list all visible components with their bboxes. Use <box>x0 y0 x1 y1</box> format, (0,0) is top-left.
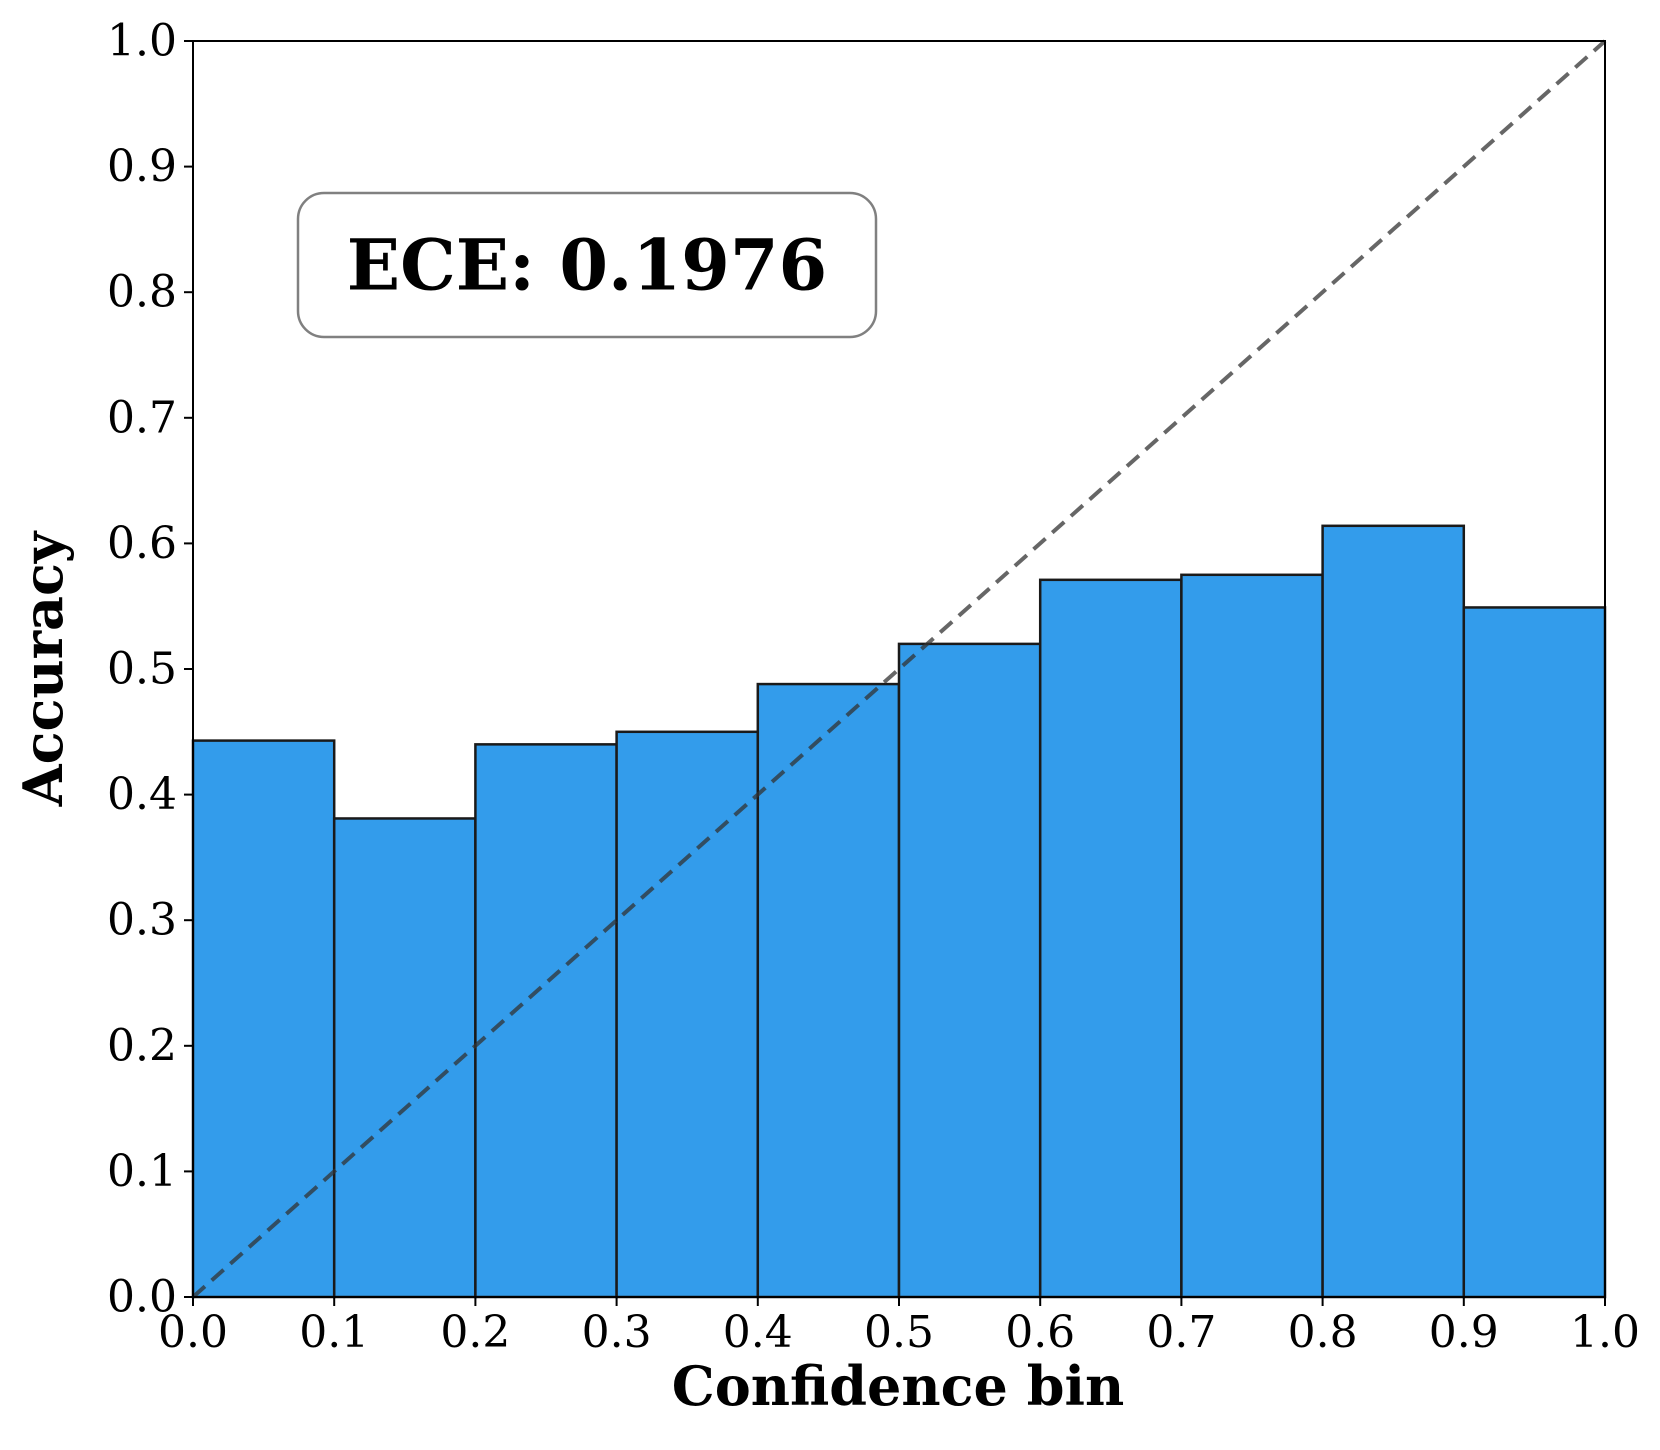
ece-box-frame <box>296 191 878 339</box>
x-tick-label: 0.5 <box>864 1307 934 1358</box>
x-axis-label: Confidence bin <box>672 1354 1124 1418</box>
x-tick-label: 0.6 <box>1005 1307 1075 1358</box>
bars-group <box>191 524 1607 1299</box>
y-tick-label: 0.2 <box>107 1020 177 1071</box>
perfect-calibration-line <box>191 39 1607 1299</box>
y-tick-label: 0.7 <box>107 392 177 443</box>
ece-annotation: ECE: 0.1976 <box>296 191 878 339</box>
x-tick-label: 0.1 <box>299 1307 369 1358</box>
y-tick-label: 0.8 <box>107 267 177 318</box>
bar-5 <box>897 642 1042 1299</box>
bar-7 <box>1180 573 1324 1299</box>
y-axis-label: Accuracy <box>11 530 75 807</box>
ece-text: ECE: 0.1976 <box>347 224 828 307</box>
x-tick-label: 0.7 <box>1146 1307 1216 1358</box>
y-tick-label: 0.5 <box>107 644 177 695</box>
y-tick-label: 0.3 <box>107 895 177 946</box>
y-tick-label: 0.4 <box>107 769 177 820</box>
x-tick-label: 0.8 <box>1288 1307 1358 1358</box>
y-tick-label: 0.6 <box>107 518 177 569</box>
bar-9 <box>1462 606 1607 1299</box>
x-tick-label: 0.3 <box>582 1307 652 1358</box>
y-tick-label: 1.0 <box>107 16 177 67</box>
x-tick-label: 0.4 <box>723 1307 793 1358</box>
y-tick-label: 0.9 <box>107 141 177 192</box>
x-tick-label: 0.0 <box>158 1307 228 1358</box>
bar-1 <box>332 817 477 1299</box>
bar-2 <box>474 743 618 1299</box>
bar-3 <box>615 730 760 1299</box>
x-tick-label: 1.0 <box>1570 1307 1640 1358</box>
bar-8 <box>1321 524 1466 1299</box>
x-tick-label: 0.9 <box>1429 1307 1499 1358</box>
x-tick-label: 0.2 <box>440 1307 510 1358</box>
ticks-group: 0.0 0.1 0.2 0.3 0.4 0.5 0.6 0.7 0.8 0.9 1.0 0.0 0.1 0… <box>107 16 1640 1359</box>
bar-6 <box>1038 578 1183 1299</box>
y-tick-label: 0.1 <box>107 1146 177 1197</box>
bar-0 <box>191 739 336 1299</box>
bar-4 <box>756 682 901 1299</box>
y-tick-label: 0.0 <box>107 1272 177 1323</box>
